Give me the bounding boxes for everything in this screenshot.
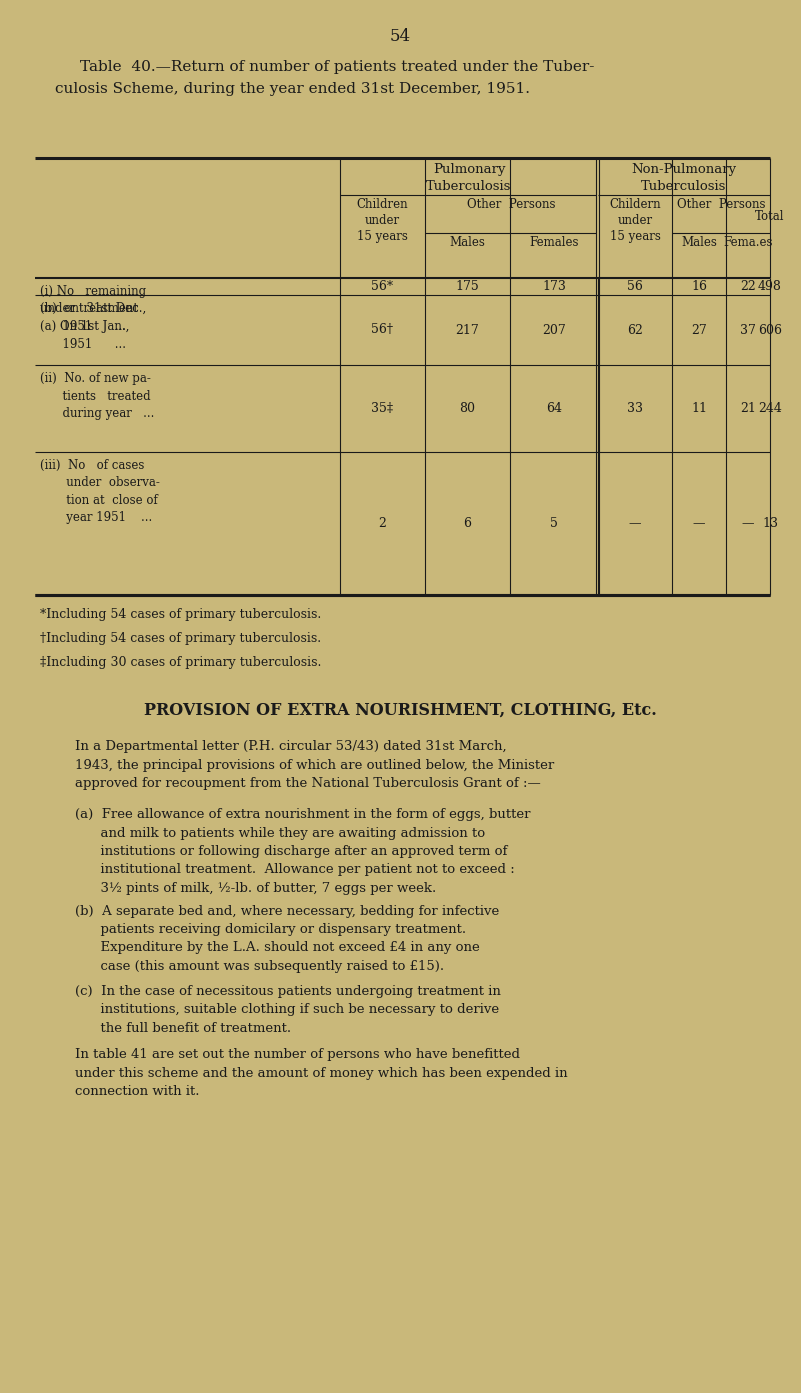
Text: Other  Persons: Other Persons [677, 198, 765, 210]
Text: 5: 5 [550, 517, 558, 529]
Text: —: — [742, 517, 755, 529]
Text: In a Departmental letter (P.H. circular 53/43) dated 31st March,
1943, the princ: In a Departmental letter (P.H. circular … [75, 740, 554, 790]
Text: 21: 21 [740, 403, 756, 415]
Text: 54: 54 [389, 28, 411, 45]
Text: 6: 6 [464, 517, 472, 529]
Text: In table 41 are set out the number of persons who have benefitted
under this sch: In table 41 are set out the number of pe… [75, 1048, 568, 1098]
Text: Females: Females [529, 235, 579, 249]
Text: 56*: 56* [372, 280, 393, 293]
Text: Childern
under
15 years: Childern under 15 years [610, 198, 661, 242]
Text: 37: 37 [740, 323, 756, 337]
Text: Non-Pulmonary
Tuberculosis: Non-Pulmonary Tuberculosis [631, 163, 737, 194]
Text: 498: 498 [758, 280, 782, 293]
Text: Total: Total [755, 210, 785, 223]
Text: (iii)  No   of cases
       under  observa-
       tion at  close of
       year: (iii) No of cases under observa- tion at… [40, 460, 160, 525]
Text: 207: 207 [542, 323, 566, 337]
Text: 173: 173 [542, 280, 566, 293]
Text: 244: 244 [758, 403, 782, 415]
Text: 217: 217 [456, 323, 479, 337]
Text: (i) No   remaining
under treatment
(a) On 1st Jan.,
      1951      ...: (i) No remaining under treatment (a) On … [40, 286, 146, 351]
Text: PROVISION OF EXTRA NOURISHMENT, CLOTHING, Etc.: PROVISION OF EXTRA NOURISHMENT, CLOTHING… [143, 702, 656, 719]
Text: —: — [693, 517, 705, 529]
Text: —: — [629, 517, 642, 529]
Text: 16: 16 [691, 280, 707, 293]
Text: 11: 11 [691, 403, 707, 415]
Text: 35‡: 35‡ [372, 403, 393, 415]
Text: 56†: 56† [372, 323, 393, 337]
Text: †Including 54 cases of primary tuberculosis.: †Including 54 cases of primary tuberculo… [40, 632, 321, 645]
Text: culosis Scheme, during the year ended 31st December, 1951.: culosis Scheme, during the year ended 31… [55, 82, 530, 96]
Text: (ii)  No. of new pa-
      tients   treated
      during year   ...: (ii) No. of new pa- tients treated durin… [40, 372, 155, 421]
Text: 64: 64 [546, 403, 562, 415]
Text: *Including 54 cases of primary tuberculosis.: *Including 54 cases of primary tuberculo… [40, 607, 321, 621]
Text: (b)  on  31st Dec.,
      1951      ...: (b) on 31st Dec., 1951 ... [40, 302, 147, 333]
Text: 22: 22 [740, 280, 756, 293]
Text: Other  Persons: Other Persons [467, 198, 556, 210]
Text: 2: 2 [379, 517, 386, 529]
Text: 13: 13 [762, 517, 778, 529]
Text: 33: 33 [627, 403, 643, 415]
Text: 62: 62 [627, 323, 643, 337]
Text: 27: 27 [691, 323, 706, 337]
Text: (c)  In the case of necessitous patients undergoing treatment in
      instituti: (c) In the case of necessitous patients … [75, 985, 501, 1035]
Text: Males: Males [449, 235, 485, 249]
Text: Fema.es: Fema.es [723, 235, 773, 249]
Text: 606: 606 [758, 323, 782, 337]
Text: Pulmonary
Tuberculosis: Pulmonary Tuberculosis [426, 163, 512, 194]
Text: (a)  Free allowance of extra nourishment in the form of eggs, butter
      and m: (a) Free allowance of extra nourishment … [75, 808, 530, 894]
Text: 80: 80 [460, 403, 476, 415]
Text: Table  40.—Return of number of patients treated under the Tuber-: Table 40.—Return of number of patients t… [80, 60, 594, 74]
Text: Males: Males [681, 235, 717, 249]
Text: 56: 56 [627, 280, 643, 293]
Text: Children
under
15 years: Children under 15 years [356, 198, 409, 242]
Text: ‡Including 30 cases of primary tuberculosis.: ‡Including 30 cases of primary tuberculo… [40, 656, 321, 669]
Text: (b)  A separate bed and, where necessary, bedding for infective
      patients r: (b) A separate bed and, where necessary,… [75, 904, 499, 972]
Text: 175: 175 [456, 280, 479, 293]
